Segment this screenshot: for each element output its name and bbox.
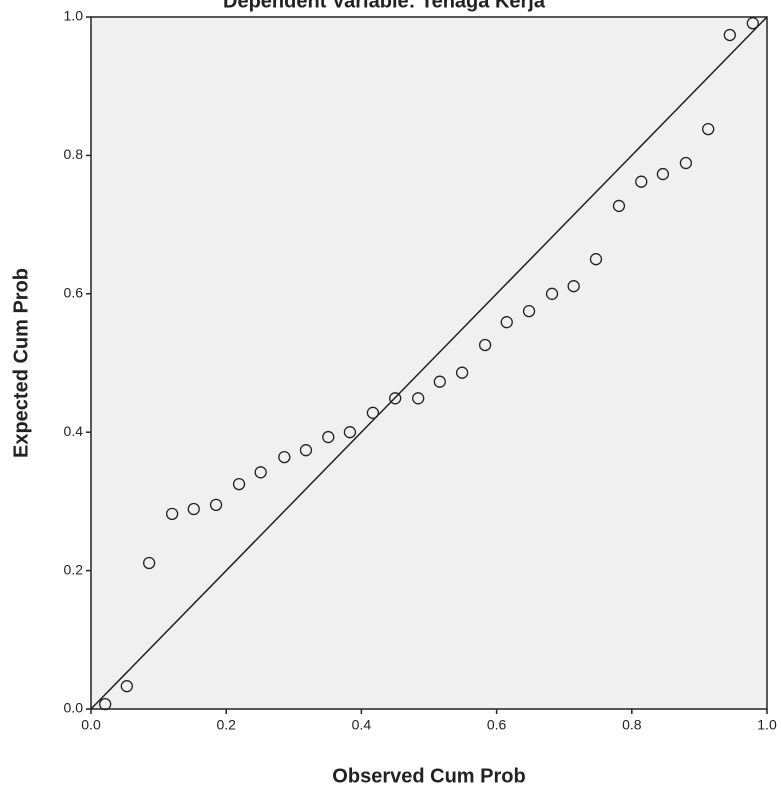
point [278,450,291,464]
x-tick-label: 1.0 [757,717,777,733]
x-tick-label: 0.0 [81,717,101,733]
point [209,498,223,512]
point [589,253,603,266]
point [343,426,357,439]
point [165,507,179,521]
x-tick-label: 0.6 [487,717,507,733]
point [545,287,559,300]
point [522,304,536,318]
x-tick-label: 0.2 [216,717,236,733]
point [478,338,492,352]
point [120,680,133,693]
point [635,175,648,188]
point [746,17,759,30]
point [322,430,335,444]
point [299,444,313,457]
point [656,167,670,181]
y-tick-label: 1.0 [64,8,84,24]
point [412,392,425,405]
y-axis-label: Expected Cum Prob [10,268,32,458]
point [500,316,513,329]
point [254,466,267,479]
chart-title: Dependent Variable: Tenaga Kerja [223,0,546,12]
point [723,28,736,42]
point [612,199,626,213]
point [232,477,246,491]
y-tick-label: 0.6 [64,285,84,301]
y-tick-label: 0.2 [64,561,84,577]
x-tick-label: 0.8 [622,717,642,733]
point [99,698,112,711]
point [187,502,200,516]
y-tick-label: 0.4 [64,423,84,439]
point [702,122,715,136]
y-tick-label: 0.0 [64,700,84,716]
point [142,556,156,570]
x-tick-label: 0.4 [352,717,372,733]
point [433,375,446,388]
point [455,366,469,379]
x-axis-label: Observed Cum Prob [332,765,525,787]
point [679,156,693,170]
y-tick-label: 0.8 [64,146,84,162]
point [389,392,402,405]
reference-line [90,16,768,710]
point [366,406,380,419]
point [567,280,580,293]
